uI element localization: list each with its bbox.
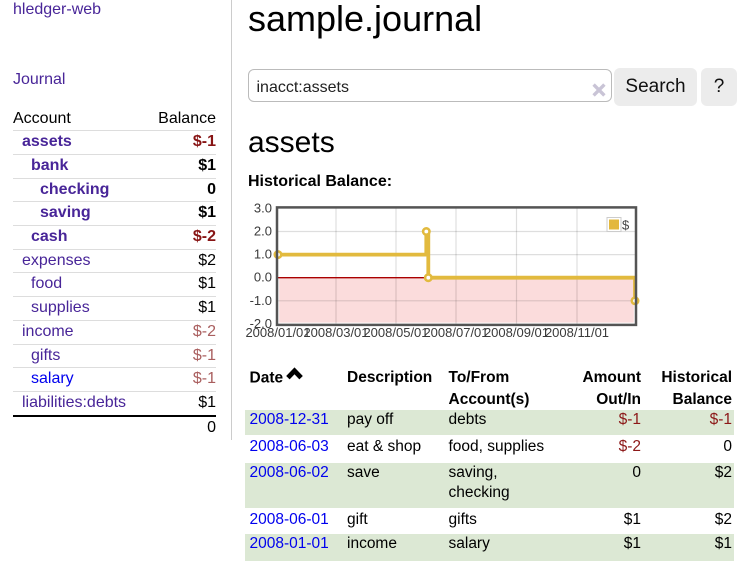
svg-text:$: $ [622, 218, 630, 233]
svg-text:1.0: 1.0 [254, 247, 272, 262]
svg-text:-2.0: -2.0 [250, 316, 272, 331]
svg-text:0.0: 0.0 [254, 270, 272, 285]
svg-text:2008/09/01: 2008/09/01 [484, 325, 549, 340]
svg-text:2008/07/01: 2008/07/01 [423, 325, 488, 340]
svg-text:-1.0: -1.0 [250, 293, 272, 308]
svg-text:3.0: 3.0 [254, 201, 272, 215]
svg-text:2008/03/01: 2008/03/01 [303, 325, 368, 340]
svg-text:2008/01/01: 2008/01/01 [245, 325, 310, 340]
svg-text:2008/11/01: 2008/11/01 [545, 325, 609, 340]
svg-text:2.0: 2.0 [254, 224, 272, 239]
svg-text:2008/05/01: 2008/05/01 [363, 325, 428, 340]
